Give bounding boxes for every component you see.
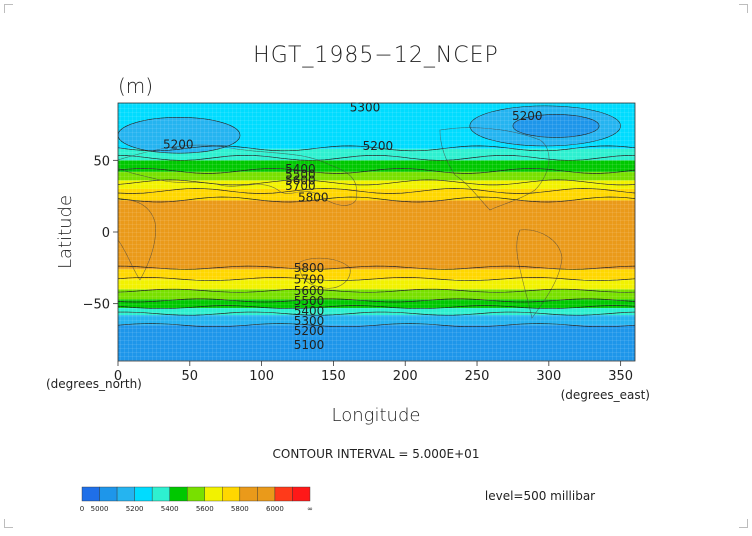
x-tick-label: 150 bbox=[321, 369, 346, 384]
contour-label: 5200 bbox=[294, 324, 325, 338]
y-tick-label: −50 bbox=[83, 298, 110, 313]
contour-label: 5400 bbox=[294, 304, 325, 318]
contour-interval-note: CONTOUR INTERVAL = 5.000E+01 bbox=[273, 447, 480, 461]
y-axis-ticks: −50 0 50 bbox=[83, 154, 118, 313]
colorbar-tick-label: 5600 bbox=[196, 505, 214, 513]
contour-label: 5200 bbox=[163, 138, 194, 152]
chart-title: HGT_1985−12_NCEP bbox=[253, 43, 499, 68]
contour-label: 5600 bbox=[285, 173, 316, 187]
contour-label: 5700 bbox=[285, 179, 316, 193]
colorbar-swatch bbox=[81, 486, 100, 502]
colorbar-tick-label: ∞ bbox=[307, 505, 313, 513]
contour-label: 5700 bbox=[294, 272, 325, 286]
contour-label: 5200 bbox=[363, 139, 394, 153]
plot-area bbox=[118, 103, 635, 361]
y-axis-title: Latitude bbox=[55, 195, 76, 269]
contour-label: 5300 bbox=[350, 100, 381, 114]
colorbar-swatch bbox=[292, 486, 311, 502]
colorbar-swatch bbox=[134, 486, 153, 502]
x-tick-label: 100 bbox=[249, 369, 274, 384]
x-axis-ticks: 0 50 100 150 200 250 300 350 bbox=[114, 361, 633, 384]
colorbar-tick-label: 5400 bbox=[161, 505, 179, 513]
x-tick-label: 350 bbox=[608, 369, 633, 384]
colorbar-swatch bbox=[116, 486, 135, 502]
units-label: (m) bbox=[118, 74, 153, 98]
colorbar: 0 5000 5200 5400 5600 5800 6000 ∞ bbox=[80, 486, 313, 513]
contour-label: 5800 bbox=[298, 191, 329, 205]
page-corner-mark bbox=[739, 519, 748, 528]
x-axis-title: Longitude bbox=[332, 405, 421, 426]
contour-label: 5300 bbox=[294, 314, 325, 328]
colorbar-swatch bbox=[274, 486, 293, 502]
colorbar-tick-label: 5200 bbox=[126, 505, 144, 513]
colorbar-swatch bbox=[151, 486, 170, 502]
y-tick-label: 0 bbox=[102, 226, 110, 241]
page-corner-mark bbox=[4, 519, 13, 528]
contour-label: 5600 bbox=[294, 284, 325, 298]
contour-label: 5500 bbox=[285, 168, 316, 182]
colorbar-tick-label: 5000 bbox=[91, 505, 109, 513]
x-tick-label: 250 bbox=[465, 369, 490, 384]
level-note: level=500 millibar bbox=[485, 489, 595, 503]
contour-label: 5100 bbox=[294, 338, 325, 352]
colorbar-swatch bbox=[187, 486, 205, 502]
colorbar-tick-label: 6000 bbox=[266, 505, 284, 513]
colorbar-tick-label: 0 bbox=[80, 505, 84, 513]
y-tick-label: 50 bbox=[93, 154, 110, 169]
x-tick-label: 200 bbox=[393, 369, 418, 384]
page-corner-mark bbox=[739, 4, 748, 13]
colorbar-swatch bbox=[99, 486, 118, 502]
y-unit-label: (degrees_north) bbox=[46, 377, 142, 391]
contour-label: 5500 bbox=[294, 294, 325, 308]
contour-label: 5800 bbox=[294, 261, 325, 275]
x-tick-label: 50 bbox=[182, 369, 199, 384]
colorbar-swatch bbox=[169, 486, 188, 502]
page-corner-mark bbox=[4, 4, 13, 13]
colorbar-tick-label: 5800 bbox=[231, 505, 249, 513]
colorbar-swatch bbox=[222, 486, 241, 502]
colorbar-swatch bbox=[257, 486, 276, 502]
colorbar-swatch bbox=[204, 486, 223, 502]
x-tick-label: 0 bbox=[114, 369, 122, 384]
x-tick-label: 300 bbox=[536, 369, 561, 384]
contour-label: 5400 bbox=[285, 162, 316, 176]
x-unit-label: (degrees_east) bbox=[561, 388, 650, 402]
contour-label: 5200 bbox=[512, 109, 543, 123]
colorbar-swatch bbox=[239, 486, 258, 502]
